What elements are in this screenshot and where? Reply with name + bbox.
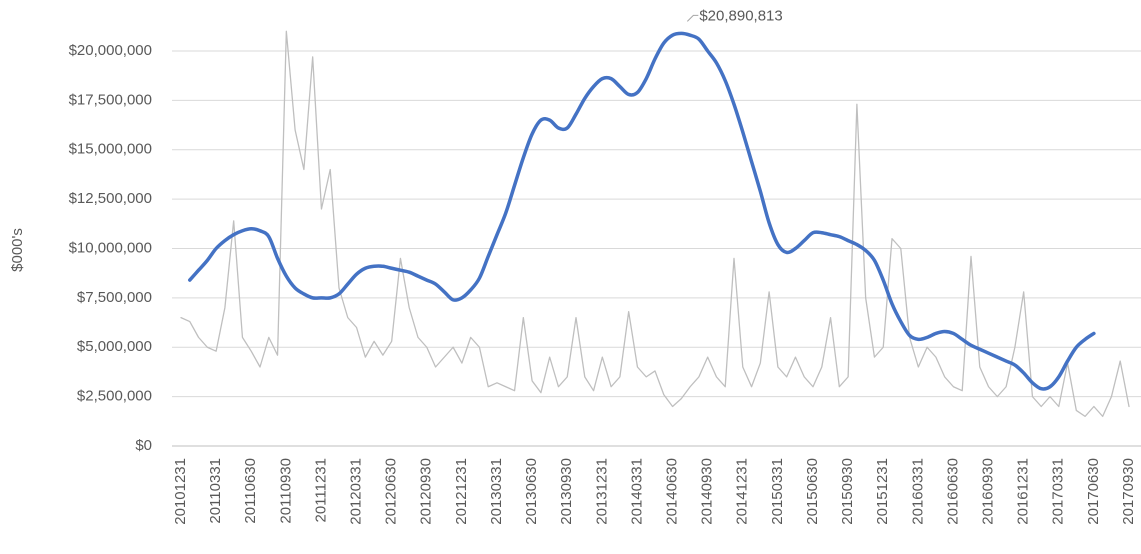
x-tick-label: 20170630 [1085, 458, 1102, 525]
leader-line [686, 14, 699, 22]
x-tick-label: 20140930 [699, 458, 716, 525]
y-tick-label: $20,000,000 [69, 42, 152, 59]
x-tick-label: 20120331 [348, 458, 365, 525]
x-tick-label: 20121231 [453, 458, 470, 525]
x-tick-label: 20130930 [558, 458, 575, 525]
x-tick-label: 20141231 [734, 458, 751, 525]
x-tick-label: 20110930 [277, 458, 294, 524]
y-tick-label: $10,000,000 [69, 239, 152, 256]
x-tick-label: 20150331 [769, 458, 786, 525]
y-tick-label: $15,000,000 [69, 141, 152, 158]
x-tick-label: 20151231 [874, 458, 891, 525]
x-tick-label: 20170331 [1050, 458, 1067, 525]
x-tick-label: 20101231 [172, 458, 189, 525]
data-label: $20,890,813 [699, 7, 782, 24]
y-tick-label: $17,500,000 [69, 91, 152, 108]
series-line [188, 31, 1096, 391]
x-tick-label: 20170930 [1120, 458, 1137, 525]
x-tick-label: 20120630 [383, 458, 400, 525]
y-tick-label: $12,500,000 [69, 190, 152, 207]
y-tick-label: $5,000,000 [77, 338, 152, 355]
y-axis-title: $000's [9, 228, 26, 272]
x-tick-label: 20150630 [804, 458, 821, 525]
x-tick-label: 20131231 [593, 458, 610, 525]
x-tick-label: 20110630 [242, 458, 259, 524]
x-tick-label: 20160331 [909, 458, 926, 525]
x-tick-label: 20160930 [980, 458, 997, 525]
y-tick-label: $7,500,000 [77, 289, 152, 306]
x-tick-label: 20161231 [1015, 458, 1032, 525]
x-tick-label: 20111231 [312, 458, 329, 523]
series-line [180, 30, 1130, 418]
x-tick-label: 20140630 [664, 458, 681, 525]
x-tick-label: 20110331 [207, 458, 224, 524]
x-tick-label: 20140331 [628, 458, 645, 525]
x-tick-label: 20160630 [944, 458, 961, 525]
x-tick-label: 20150930 [839, 458, 856, 525]
x-tick-label: 20130630 [523, 458, 540, 525]
y-tick-label: $2,500,000 [77, 388, 152, 405]
y-tick-label: $0 [135, 437, 152, 454]
x-tick-label: 20120930 [418, 458, 435, 525]
x-tick-label: 20130331 [488, 458, 505, 525]
